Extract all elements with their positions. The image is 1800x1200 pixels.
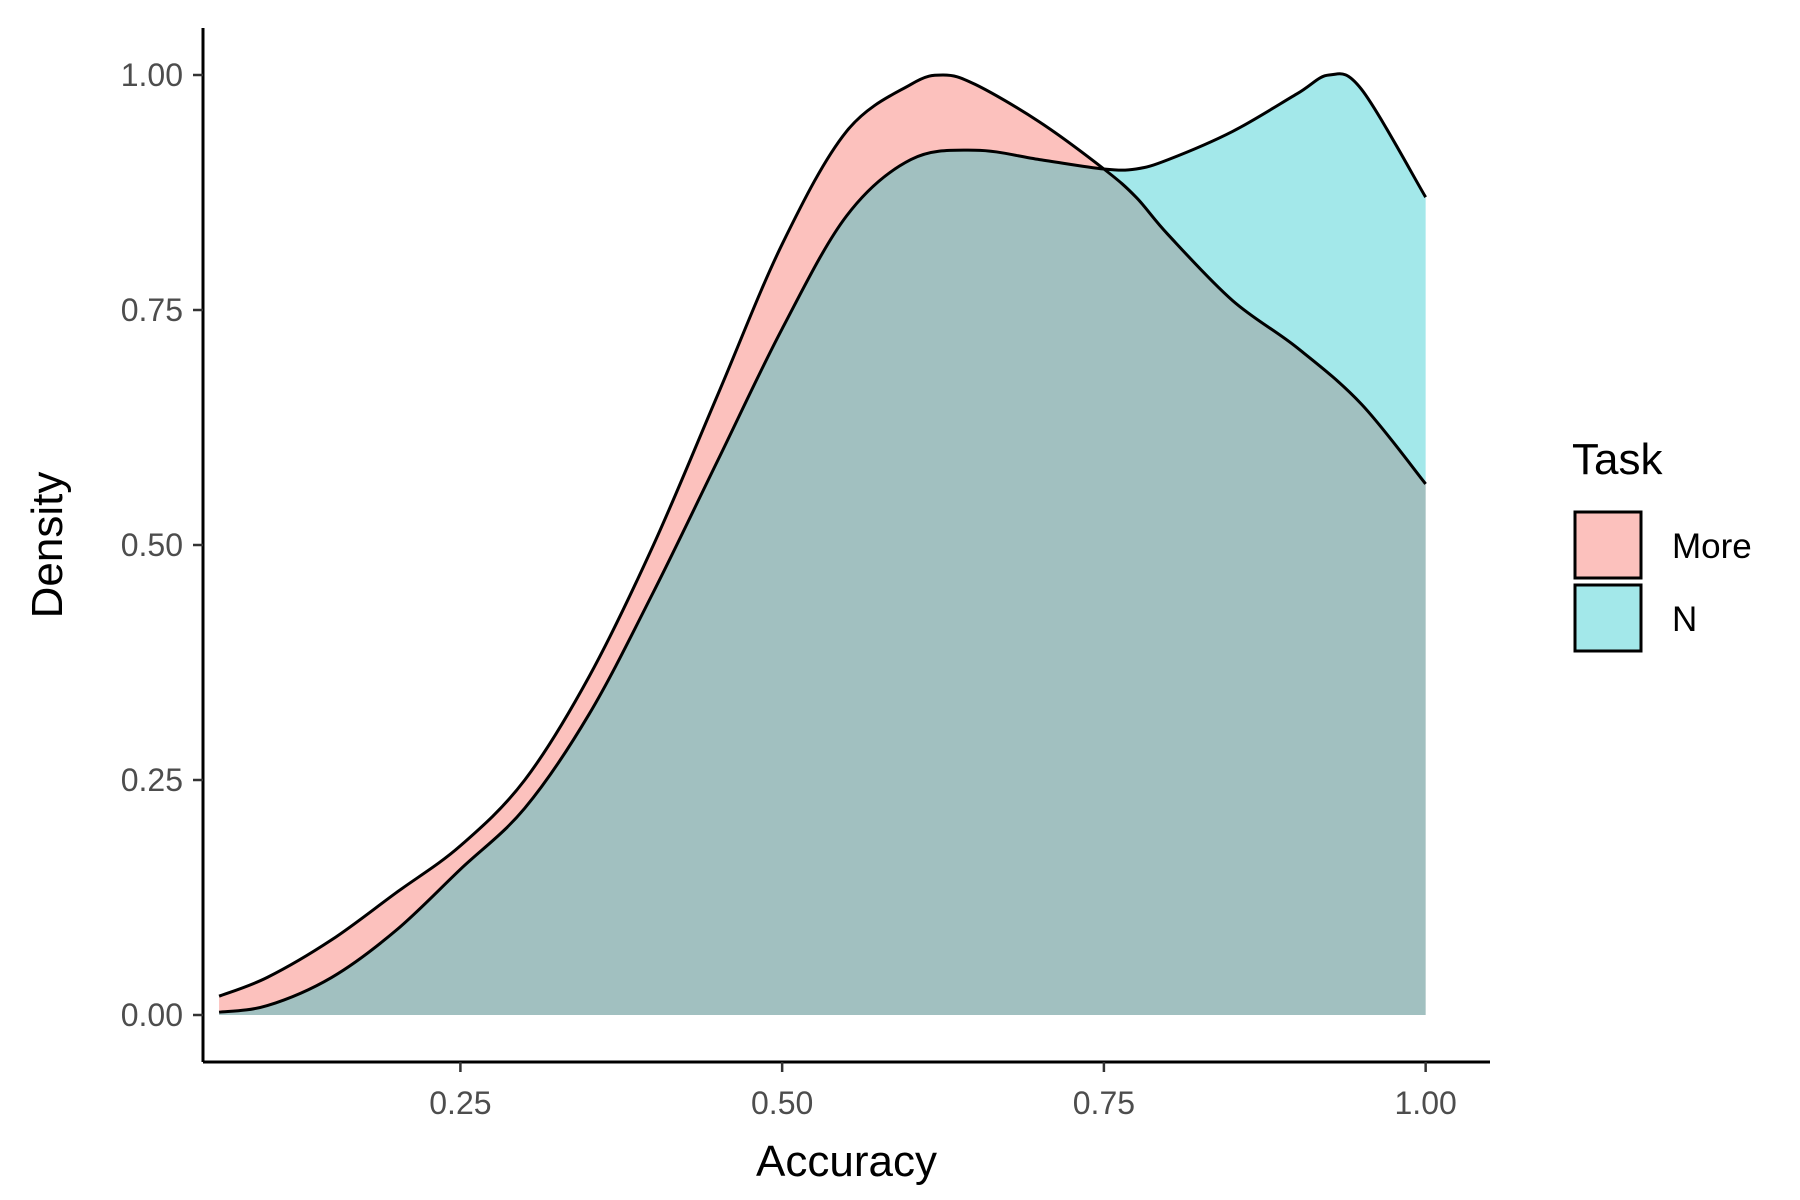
legend-key-bg-n <box>1575 585 1641 651</box>
y-tick-label: 1.00 <box>121 57 183 93</box>
y-tick-label: 0.75 <box>121 292 183 328</box>
y-axis-title: Density <box>23 472 72 619</box>
plot-area <box>218 72 1427 1015</box>
legend-key-more <box>1573 510 1643 580</box>
legend-items: More N <box>1573 510 1752 653</box>
y-tick-label: 0.50 <box>121 527 183 563</box>
density-area-n <box>219 73 1426 1015</box>
density-area-more <box>219 75 1426 1015</box>
density-line-more <box>218 73 1427 998</box>
legend: Task More N <box>1572 435 1752 653</box>
legend-key-n <box>1573 583 1643 653</box>
x-axis-title: Accuracy <box>756 1137 937 1186</box>
density-line-n <box>218 72 1427 1014</box>
y-tick-label: 0.25 <box>121 762 183 798</box>
axes: 0.25 0.50 0.75 1.00 0.00 0.25 0.50 0.75 1.00 <box>121 28 1490 1121</box>
y-tick-label: 0.00 <box>121 997 183 1033</box>
legend-label-more: More <box>1672 527 1752 566</box>
legend-key-bg-more <box>1575 512 1641 578</box>
x-tick-label: 0.50 <box>751 1085 813 1121</box>
legend-title: Task <box>1572 435 1663 484</box>
x-tick-label: 0.25 <box>429 1085 491 1121</box>
legend-label-n: N <box>1672 600 1697 639</box>
x-tick-label: 0.75 <box>1073 1085 1135 1121</box>
x-tick-label: 1.00 <box>1395 1085 1457 1121</box>
